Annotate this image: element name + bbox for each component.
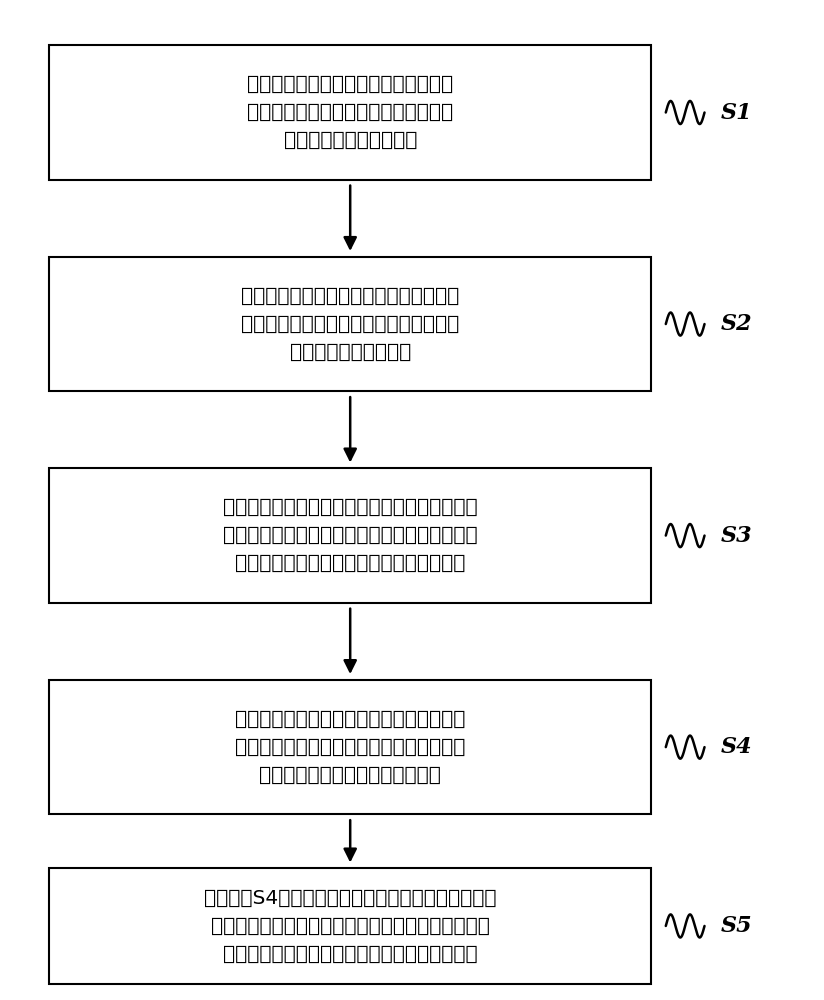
Text: S5: S5 — [721, 915, 752, 937]
Text: S1: S1 — [721, 102, 752, 124]
Bar — [49, 468, 651, 603]
Text: S4: S4 — [721, 736, 752, 758]
Bar — [49, 45, 651, 180]
Text: 重复步骤S4，按照相同的顺序依次对每个氡气测点处
进行下一个测量周期的测量，直至达到设定时间，以
得到所有氡气测点处的氡气浓度的动态变化过程: 重复步骤S4，按照相同的顺序依次对每个氡气测点处 进行下一个测量周期的测量，直至… — [204, 888, 496, 963]
Bar — [49, 868, 651, 984]
Text: 在测氡仪上设置每个氡气测点处的测量时间，并
设置电动气泵的启动时间，使电动气泵与测氡仪
同时开始运行并且使相应的一个进气口打开: 在测氡仪上设置每个氡气测点处的测量时间，并 设置电动气泵的启动时间，使电动气泵与… — [222, 498, 478, 573]
Text: S3: S3 — [721, 525, 752, 547]
Bar — [49, 257, 651, 391]
Text: 将所有取气器分别与电动气泵上相应的进
气口密封连接，将电动气泵的出气口与测
氡仪的采气口密封连接: 将所有取气器分别与电动气泵上相应的进 气口密封连接，将电动气泵的出气口与测 氡仪… — [241, 287, 459, 362]
Text: 根据设定的测量时间按照顺序依次对每个氡
气测点处的氡气浓度进行测量，以完成对每
个氡气测点的一个测量周期的测量: 根据设定的测量时间按照顺序依次对每个氡 气测点处的氡气浓度进行测量，以完成对每 … — [235, 710, 466, 785]
Text: S2: S2 — [721, 313, 752, 335]
Text: 确定探测区域，在探测区域上选取至少
两个氡气测点，将至少两个取气器分别
埋设于对应的氡气测点处: 确定探测区域，在探测区域上选取至少 两个氡气测点，将至少两个取气器分别 埋设于对… — [247, 75, 453, 150]
Bar — [49, 680, 651, 814]
